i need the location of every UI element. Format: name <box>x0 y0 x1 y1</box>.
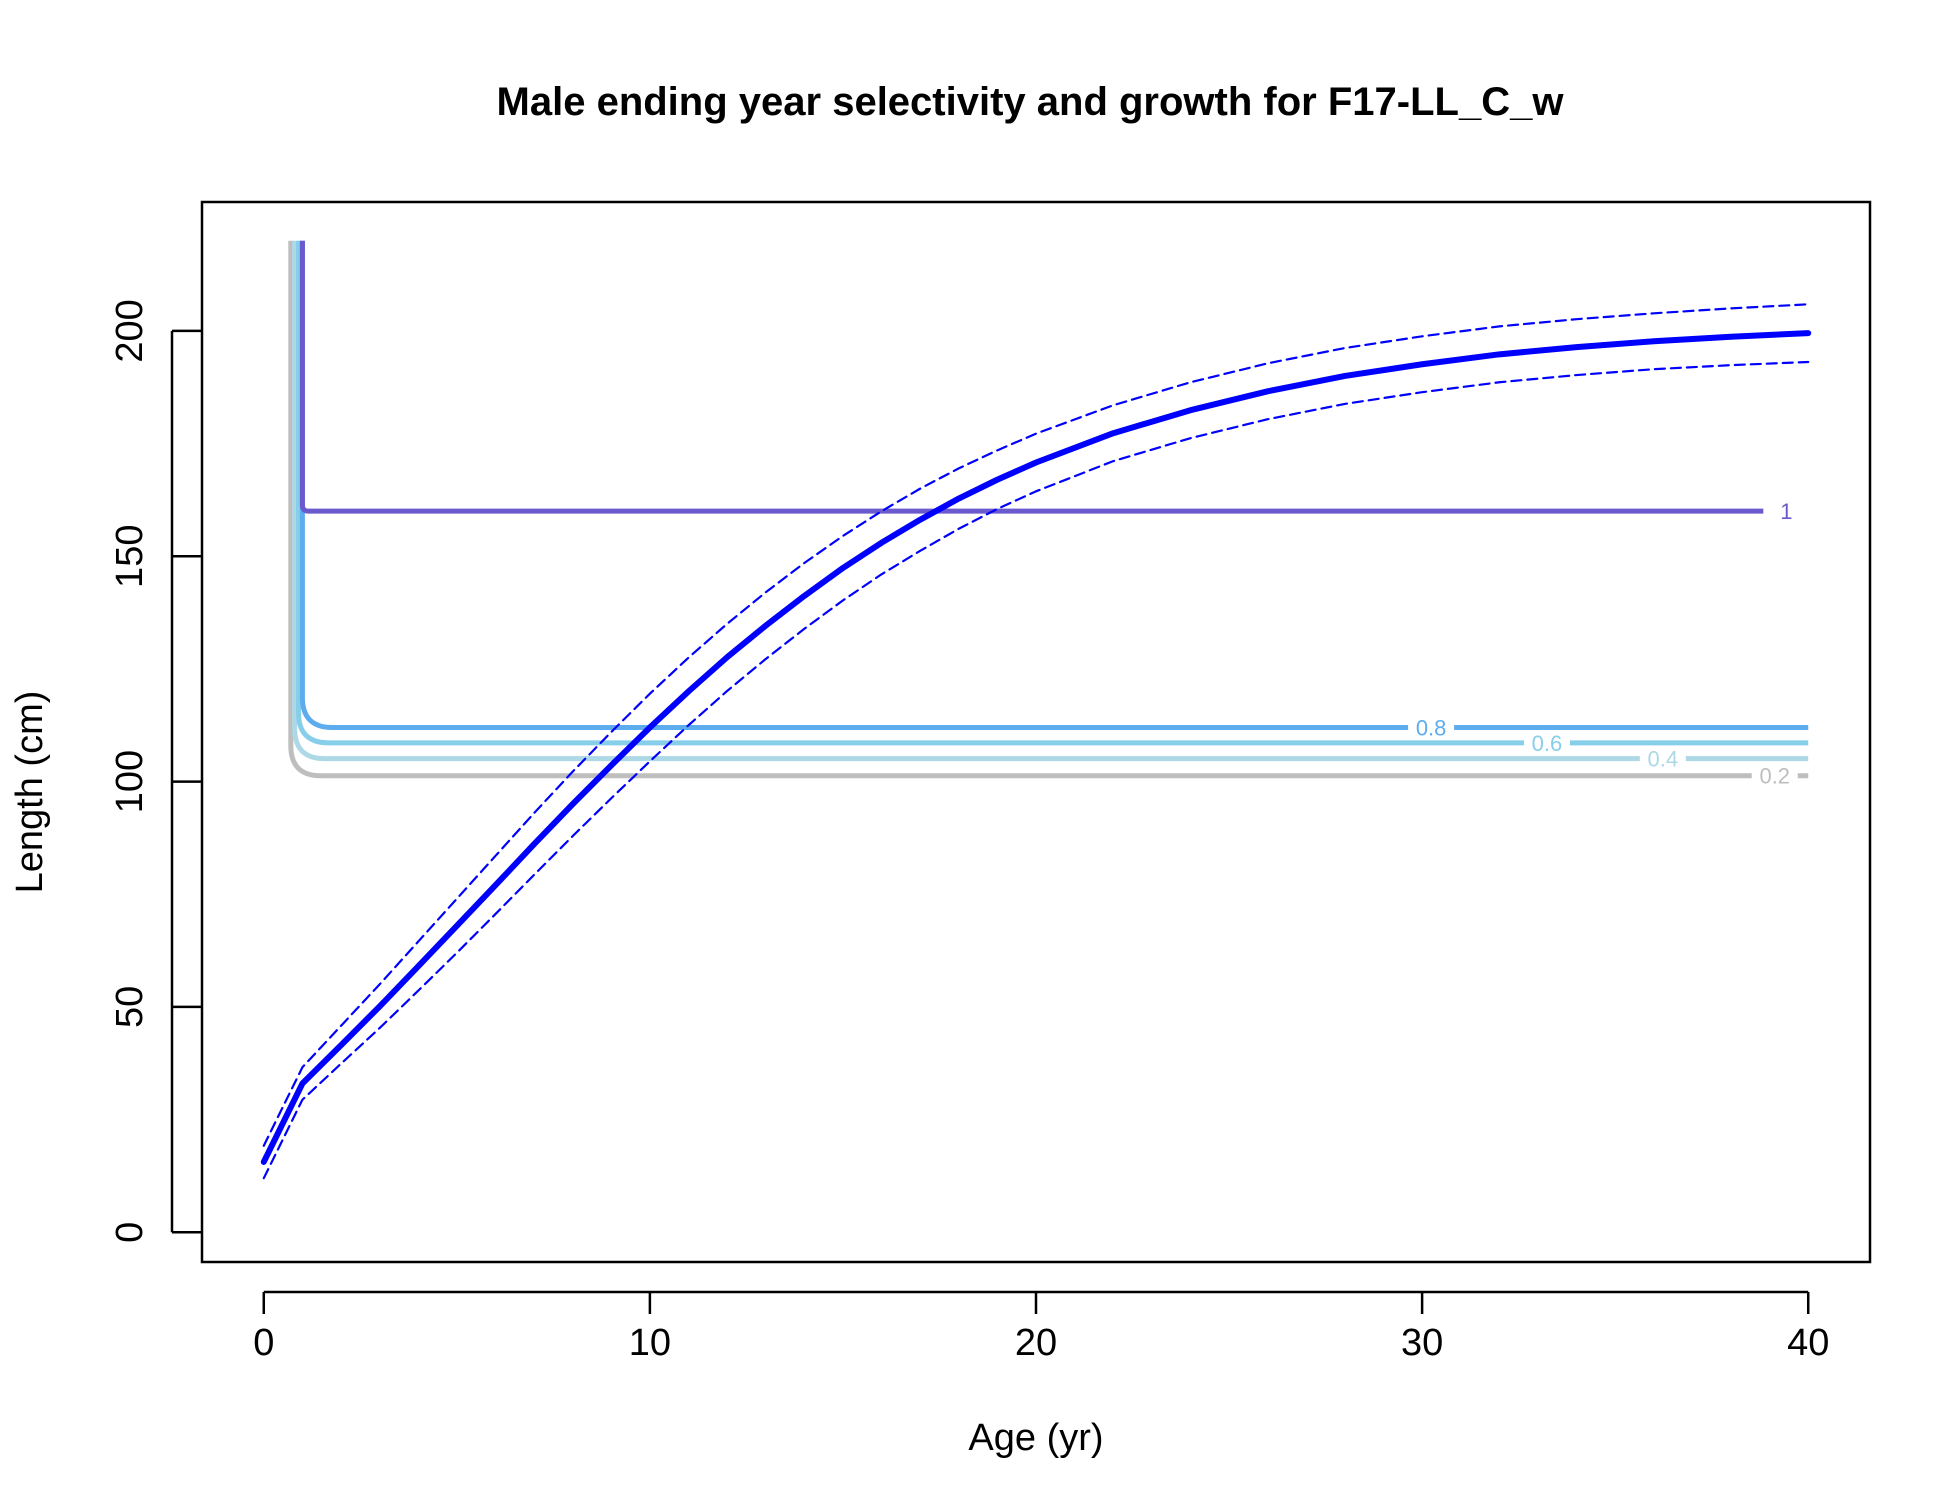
growth-ci-line-2 <box>262 360 1810 1180</box>
y-tick-label: 100 <box>109 750 151 813</box>
contour-label-gap <box>1751 763 1798 788</box>
x-tick-label: 20 <box>1015 1322 1057 1364</box>
growth-mean-line <box>260 330 1812 1165</box>
contour-label-0-2: 0.2 <box>1759 764 1790 789</box>
contour-line-0-6 <box>296 240 1809 746</box>
contour-label-gap <box>1763 499 1810 524</box>
contour-label-0-6: 0.6 <box>1532 731 1563 756</box>
contour-label-gap <box>1639 746 1686 771</box>
y-tick-label: 150 <box>109 525 151 588</box>
y-tick-label: 0 <box>109 1222 151 1243</box>
plot-border <box>200 200 1872 1264</box>
contour-label-0-8: 0.8 <box>1416 715 1447 740</box>
contour-label-1: 1 <box>1780 499 1792 524</box>
plot-area: 0.2 0.4 0.6 0.8 1 <box>260 240 1812 1180</box>
contour-line-0-8 <box>299 240 1809 730</box>
y-tick-label: 200 <box>109 299 151 362</box>
chart-title: Male ending year selectivity and growth … <box>497 80 1565 124</box>
y-axis-label: Length (cm) <box>9 691 51 894</box>
x-tick-label: 10 <box>629 1322 671 1364</box>
contour-label-gap <box>1523 730 1570 755</box>
contour-line-1 <box>299 240 1809 514</box>
x-tick-label: 0 <box>253 1322 274 1364</box>
contour-line-0-2 <box>288 240 1809 779</box>
y-tick-label: 50 <box>109 986 151 1028</box>
contour-line-0-4 <box>292 240 1809 762</box>
x-axis-label: Age (yr) <box>968 1417 1103 1459</box>
contour-label-0-4: 0.4 <box>1647 747 1678 772</box>
contour-label-gap <box>1408 715 1455 740</box>
x-tick-label: 30 <box>1401 1322 1443 1364</box>
y-axis: 0 50 100 150 200 <box>109 299 202 1243</box>
x-axis: 0 10 20 30 40 <box>253 1290 1829 1364</box>
x-tick-label: 40 <box>1787 1322 1829 1364</box>
growth-ci-line-1 <box>262 303 1810 1147</box>
